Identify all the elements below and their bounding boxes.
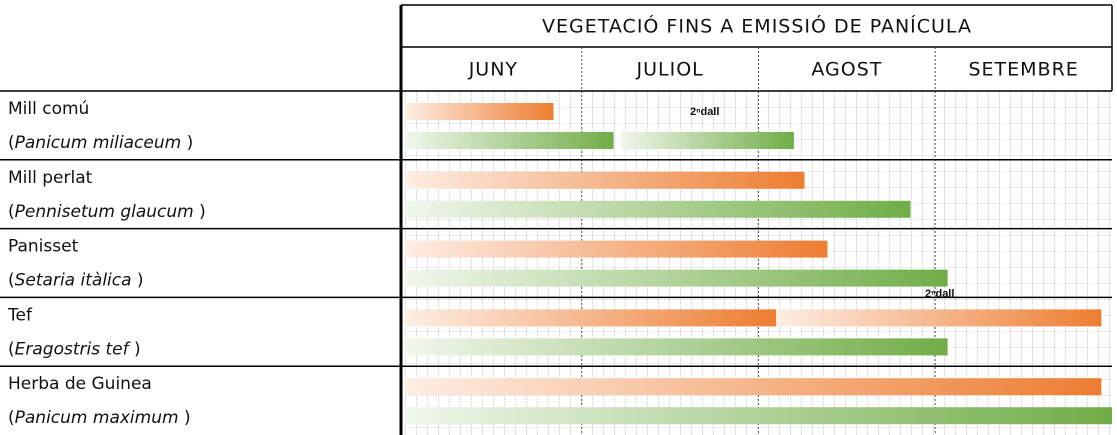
latin-part: ) — [129, 339, 141, 359]
plant-name: Panisset — [8, 237, 79, 257]
latin-part: ( — [8, 133, 15, 153]
bar — [405, 200, 911, 218]
latin-part: Pennisetum glaucum — [15, 202, 194, 222]
latin-part: ) — [179, 408, 191, 428]
table-lines — [399, 4, 1113, 435]
plant-name: Herba de Guinea — [8, 374, 152, 394]
bar — [405, 269, 948, 287]
chart-title: VEGETACIÓ FINS A EMISSIÓ DE PANÍCULA — [542, 14, 972, 38]
bar — [405, 407, 1112, 425]
latin-name: (Eragostris tef ) — [8, 339, 141, 359]
plant-name: Mill comú — [8, 99, 89, 119]
latin-part: ( — [8, 271, 15, 291]
plant-name: Tef — [7, 305, 33, 325]
bar — [405, 378, 1102, 396]
bar — [405, 103, 554, 120]
latin-name: (Setaria itàlica ) — [8, 271, 144, 291]
bar — [620, 132, 794, 149]
bar — [405, 171, 805, 189]
latin-part: Eragostris tef — [15, 339, 132, 359]
month-label: JULIOL — [636, 59, 704, 81]
latin-part: ( — [8, 408, 15, 428]
latin-part: Setaria itàlica — [15, 271, 132, 291]
latin-part: ) — [181, 133, 193, 153]
latin-name: (Panicum miliaceum ) — [8, 133, 193, 153]
month-label: SETEMBRE — [968, 59, 1078, 81]
latin-part: Panicum maximum — [15, 408, 179, 428]
annotation: 2ⁿdall — [925, 288, 954, 300]
latin-part: Panicum miliaceum — [15, 133, 182, 153]
latin-name: (Pennisetum glaucum ) — [8, 202, 206, 222]
month-label: AGOST — [811, 59, 882, 81]
latin-part: ( — [8, 339, 15, 359]
plant-name: Mill perlat — [8, 168, 93, 188]
latin-part: ) — [132, 271, 144, 291]
latin-part: ) — [194, 202, 206, 222]
bar — [405, 240, 828, 258]
bar — [776, 309, 1102, 327]
latin-part: ( — [8, 202, 15, 222]
latin-name: (Panicum maximum ) — [8, 408, 191, 428]
bar — [405, 309, 777, 327]
annotation: 2ⁿdall — [690, 106, 719, 118]
bar — [405, 338, 948, 356]
bar — [405, 132, 614, 149]
month-label: JUNY — [468, 59, 518, 81]
